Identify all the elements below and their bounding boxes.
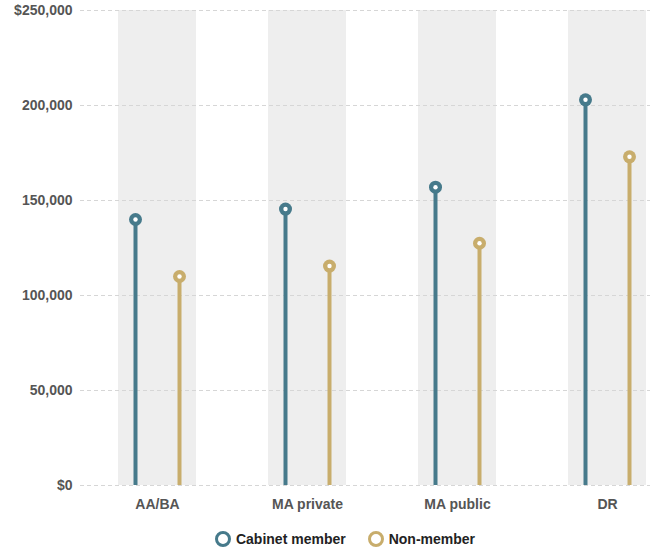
- svg-text:50,000: 50,000: [30, 382, 73, 398]
- svg-text:MA public: MA public: [424, 496, 491, 512]
- svg-text:DR: DR: [597, 496, 617, 512]
- html-text:Non-member: Non-member: [388, 531, 475, 547]
- svg-text:$250,000: $250,000: [14, 2, 73, 18]
- html-text:Cabinet member: Cabinet member: [236, 531, 346, 547]
- svg-text:100,000: 100,000: [22, 287, 73, 303]
- svg-text:AA/BA: AA/BA: [135, 496, 179, 512]
- svg-text:200,000: 200,000: [22, 97, 73, 113]
- svg-text:$0: $0: [57, 477, 73, 493]
- svg-text:MA private: MA private: [272, 496, 343, 512]
- svg-text:150,000: 150,000: [22, 192, 73, 208]
